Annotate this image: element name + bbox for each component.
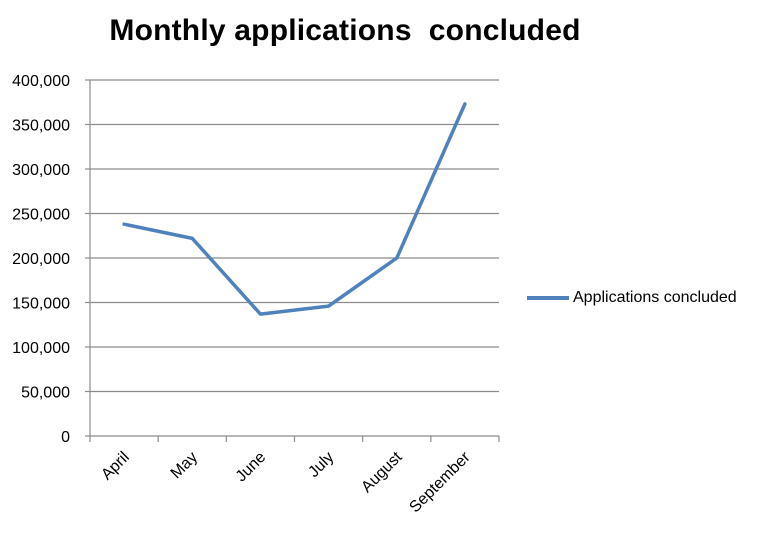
legend: Applications concluded [527,289,737,307]
y-tick-label: 250,000 [12,207,70,224]
y-tick-label: 300,000 [12,162,70,179]
y-tick-label: 200,000 [12,251,70,268]
y-tick-label: 400,000 [12,73,70,90]
y-tick-label: 0 [61,429,70,446]
series-line [122,102,467,316]
legend-swatch [527,296,569,300]
chart-title: Monthly applications concluded [109,14,581,47]
x-tick-label: May [168,449,201,482]
y-tick-label: 350,000 [12,118,70,135]
legend-label: Applications concluded [573,289,737,306]
x-tick-label: June [233,449,270,486]
x-tick-label: August [358,448,406,496]
x-tick-label: September [406,448,474,516]
y-tick-label: 100,000 [12,340,70,357]
x-tick-label: April [98,449,133,484]
x-tick-label: July [305,449,337,481]
y-tick-label: 50,000 [21,385,70,402]
y-tick-label: 150,000 [12,296,70,313]
